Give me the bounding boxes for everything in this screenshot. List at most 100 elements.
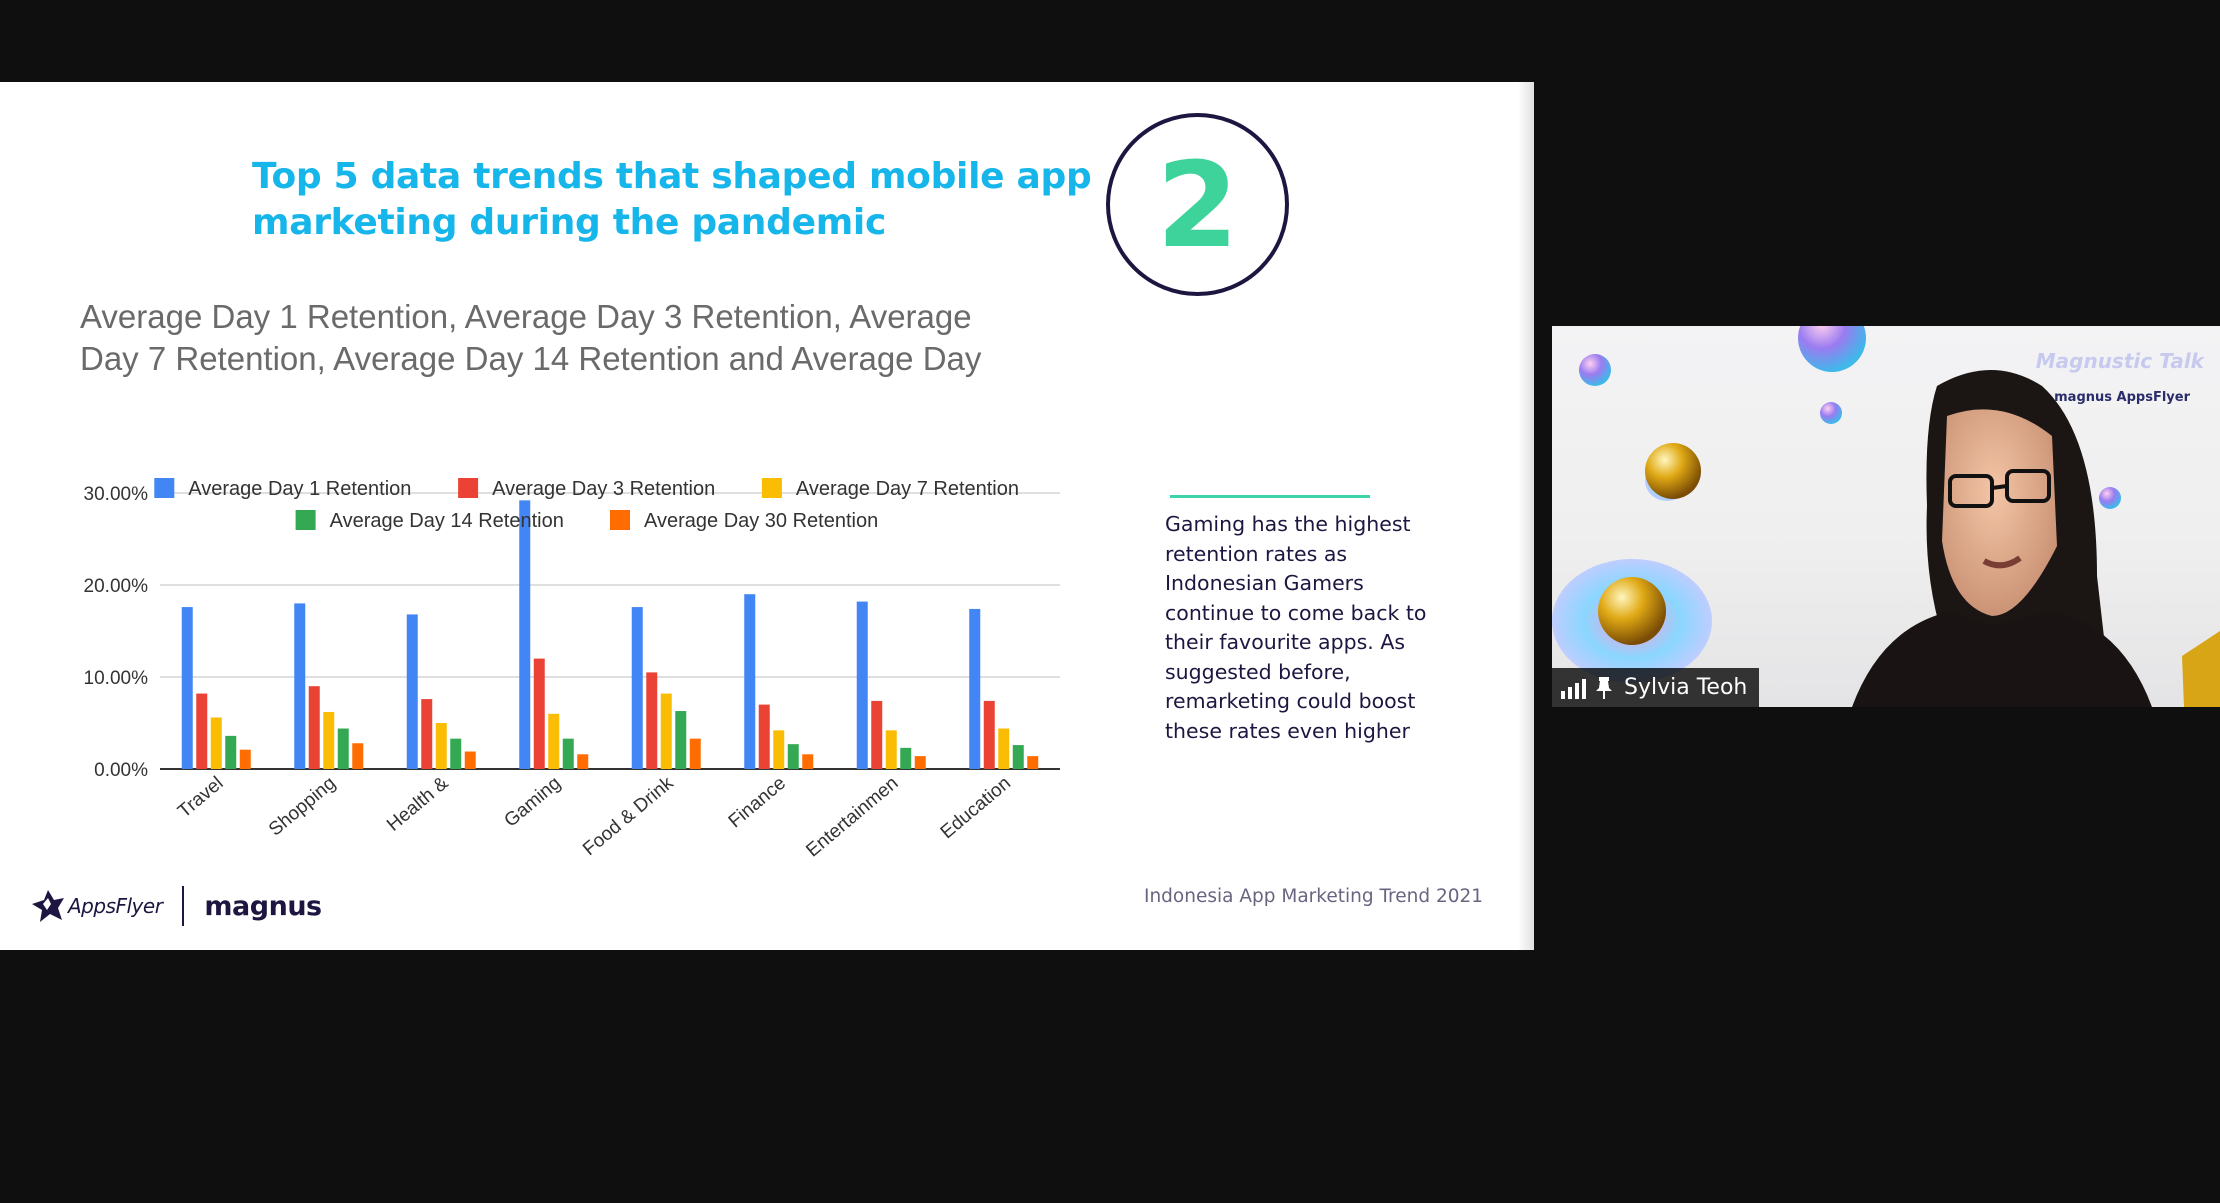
side-note-line: continue to come back to — [1165, 600, 1427, 625]
y-tick-label: 20.00% — [84, 576, 149, 597]
legend-swatch — [458, 478, 479, 498]
bar — [914, 756, 926, 769]
bar — [787, 744, 799, 769]
presentation-slide: Top 5 data trends that shaped mobile app… — [0, 82, 1534, 950]
trend-number-badge: 2 — [1106, 113, 1289, 296]
decor-gold-sphere — [1645, 443, 1701, 499]
bar — [885, 730, 897, 769]
backdrop-logos-text: magnus AppsFlyer — [2054, 390, 2190, 405]
legend-label: Average Day 14 Retention — [330, 510, 564, 532]
bar — [646, 672, 658, 769]
x-tick-label: Gaming — [500, 773, 564, 832]
side-note-line: their favourite apps. As — [1165, 630, 1406, 654]
x-tick-label: Food & Drink — [579, 772, 678, 860]
decor-sphere — [2099, 487, 2121, 509]
trend-number: 2 — [1156, 135, 1239, 274]
bar — [675, 711, 687, 769]
x-tick-label: Shopping — [265, 773, 340, 841]
decor-sphere — [1820, 402, 1842, 424]
magnus-logo-text: magnus — [204, 890, 322, 922]
legend-swatch — [154, 478, 175, 498]
appsflyer-logo-text: AppsFlyer — [68, 894, 163, 918]
bar — [533, 658, 545, 769]
connection-signal-icon — [1561, 678, 1586, 699]
bar — [871, 700, 883, 769]
participant-face — [1942, 409, 2057, 616]
bar — [983, 700, 995, 769]
side-note-line: these rates even higher — [1165, 718, 1410, 743]
decor-sphere — [1798, 326, 1866, 372]
slide-title: Top 5 data trends that shaped mobile app… — [252, 154, 1112, 246]
bar — [435, 723, 447, 769]
pin-icon — [1596, 676, 1612, 699]
bar — [464, 751, 476, 769]
legend-label: Average Day 3 Retention — [492, 478, 715, 500]
participant-mouth — [1982, 555, 2022, 569]
participant-name: Sylvia Teoh — [1624, 675, 1748, 700]
bar — [181, 607, 193, 769]
retention-bar-chart: 30.00% 20.00% 10.00% 0.00% Travel Shopping Hea… — [84, 478, 1060, 862]
bar — [450, 738, 462, 769]
chart-heading-line: Day 7 Retention, Average Day 14 Retentio… — [80, 340, 982, 377]
glasses-bridge — [1991, 484, 2008, 490]
bar — [210, 717, 222, 769]
side-note-line: retention rates as — [1165, 541, 1348, 566]
decor-gold-sphere — [1598, 577, 1666, 645]
bar — [406, 614, 418, 769]
bar — [802, 754, 814, 769]
participant-name-tag: Sylvia Teoh — [1552, 668, 1760, 707]
bar — [308, 686, 320, 769]
bar — [562, 738, 574, 769]
bar — [744, 594, 756, 769]
appsflyer-logo-icon — [32, 890, 64, 922]
slide-title-line: Top 5 data trends that shaped mobile app — [252, 156, 1092, 197]
legend-swatch — [610, 510, 630, 530]
x-tick-label: Finance — [725, 773, 790, 833]
side-note: Gaming has the highest retention rates a… — [1165, 510, 1465, 746]
legend-swatch — [295, 510, 316, 530]
bar — [337, 728, 349, 769]
bar — [196, 693, 208, 769]
side-note-line: suggested before, — [1165, 659, 1351, 684]
participant-video-tile[interactable]: Magnustic Talk magnus AppsFlyer Sylvia T… — [1552, 326, 2220, 707]
x-tick-label: Travel — [174, 773, 227, 823]
footer-logos: AppsFlyer magnus — [30, 884, 322, 928]
bar — [969, 608, 981, 769]
side-note-line: Indonesian Gamers — [1165, 571, 1364, 595]
bar — [856, 601, 868, 769]
bar — [421, 699, 433, 769]
legend-label: Average Day 7 Retention — [796, 478, 1019, 500]
bar — [900, 747, 912, 769]
bar — [294, 603, 306, 769]
x-tick-label: Entertainmen — [802, 773, 902, 862]
y-tick-label: 10.00% — [84, 668, 149, 689]
bar — [1027, 756, 1039, 769]
bar — [1012, 745, 1024, 769]
decor-gold-shape — [2182, 631, 2220, 707]
participant-shirt — [1852, 611, 2152, 707]
bar — [773, 730, 785, 769]
bar — [225, 735, 237, 769]
bar — [352, 743, 364, 769]
note-accent-line — [1170, 495, 1370, 498]
slide-footer: Indonesia App Marketing Trend 2021 — [1144, 886, 1484, 907]
bar — [660, 693, 672, 769]
bar — [519, 500, 531, 769]
bar — [998, 728, 1010, 769]
chart-heading-line: Average Day 1 Retention, Average Day 3 R… — [80, 298, 972, 335]
backdrop-brand-text: Magnustic Talk — [2036, 349, 2206, 373]
side-note-line: remarketing could boost — [1165, 689, 1416, 713]
x-tick-label: Education — [937, 773, 1015, 843]
bar — [577, 754, 589, 769]
bar — [323, 711, 335, 769]
bar — [239, 749, 251, 769]
bar — [631, 607, 643, 769]
bar — [758, 704, 770, 769]
chart-heading: Average Day 1 Retention, Average Day 3 R… — [80, 296, 1060, 380]
legend-label: Average Day 1 Retention — [188, 478, 411, 500]
x-tick-label: Health & — [383, 773, 453, 836]
logo-divider — [182, 886, 185, 926]
glasses-left-lens — [1948, 474, 1994, 508]
slide-title-line: marketing during the pandemic — [252, 202, 887, 243]
bar — [689, 738, 701, 769]
